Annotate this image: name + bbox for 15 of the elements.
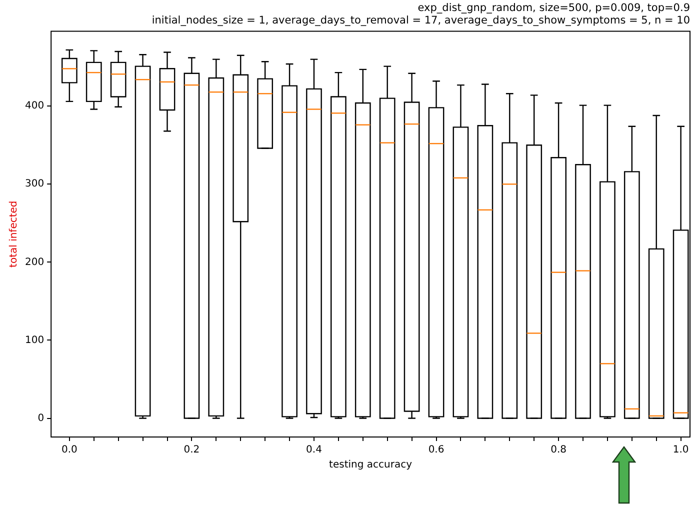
- x-axis-title: testing accuracy: [329, 460, 412, 471]
- x-tick-label: 0.6: [428, 444, 444, 456]
- y-tick-label: 300: [24, 178, 44, 190]
- x-tick-label: 0.8: [550, 444, 566, 456]
- x-tick-label: 0.4: [306, 444, 322, 456]
- x-tick-label: 1.0: [672, 444, 689, 456]
- y-tick-label: 100: [24, 334, 44, 346]
- chart-title: exp_dist_gnp_random, size=500, p=0.009, top=0.9: [418, 2, 690, 14]
- x-tick-label: 0.0: [61, 444, 78, 456]
- x-tick-label: 0.2: [184, 444, 200, 456]
- y-tick-label: 400: [24, 100, 44, 112]
- y-tick-label: 0: [38, 412, 44, 424]
- chart-subtitle: initial_nodes_size = 1, average_days_to_removal = 17, average_days_to_show_symptoms = 5, n = 10: [152, 14, 690, 27]
- y-tick-label: 200: [24, 256, 44, 268]
- y-axis-title: total infected: [8, 200, 20, 268]
